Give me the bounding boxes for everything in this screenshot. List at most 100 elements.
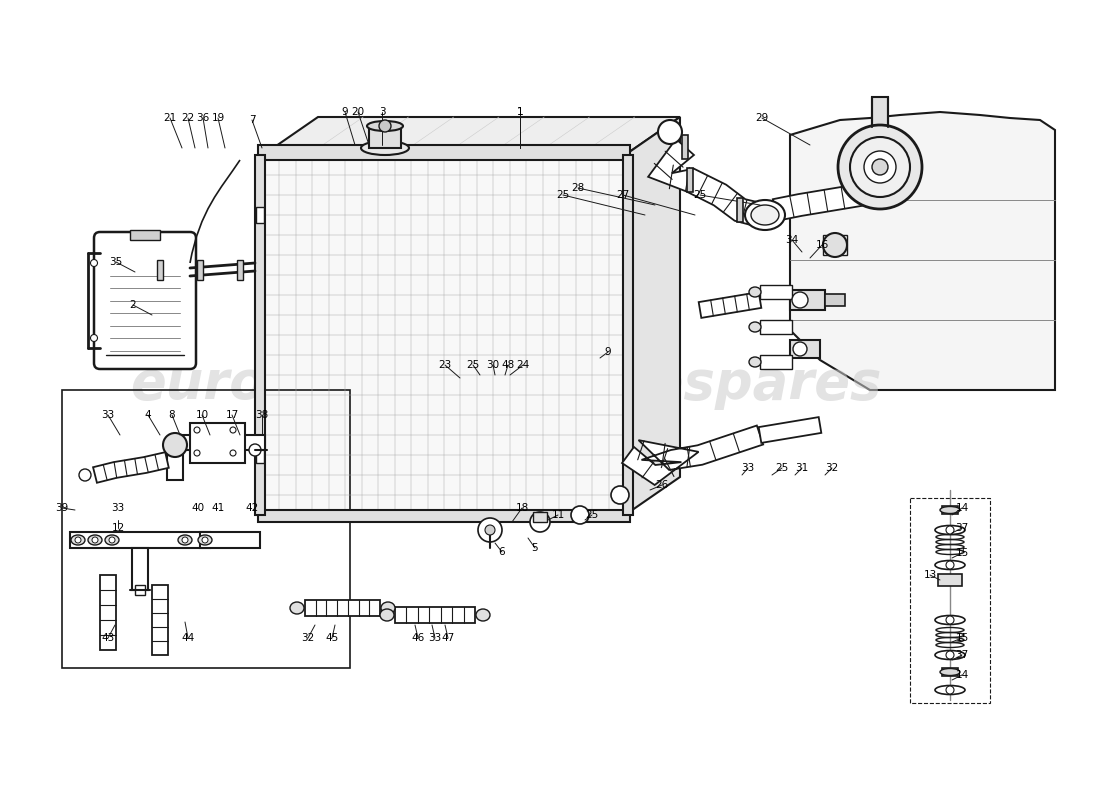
Circle shape bbox=[478, 518, 502, 542]
Text: 1: 1 bbox=[517, 107, 524, 117]
Text: 32: 32 bbox=[825, 463, 838, 473]
Bar bbox=[760, 320, 792, 334]
Text: 29: 29 bbox=[756, 113, 769, 123]
Ellipse shape bbox=[935, 615, 965, 625]
Bar bbox=[938, 574, 962, 586]
Polygon shape bbox=[395, 607, 475, 623]
Bar bbox=[368, 126, 402, 148]
Ellipse shape bbox=[178, 535, 192, 545]
Ellipse shape bbox=[198, 535, 212, 545]
Ellipse shape bbox=[940, 506, 960, 514]
Ellipse shape bbox=[749, 287, 761, 297]
Ellipse shape bbox=[935, 650, 965, 659]
Text: 28: 28 bbox=[571, 183, 584, 193]
Circle shape bbox=[571, 506, 588, 524]
Ellipse shape bbox=[367, 121, 403, 131]
Bar bbox=[942, 668, 958, 676]
Polygon shape bbox=[625, 117, 680, 515]
Text: 24: 24 bbox=[516, 360, 529, 370]
Circle shape bbox=[79, 469, 91, 481]
Bar bbox=[258, 145, 630, 160]
Text: 19: 19 bbox=[211, 113, 224, 123]
Text: 9: 9 bbox=[342, 107, 349, 117]
Circle shape bbox=[379, 120, 390, 132]
Circle shape bbox=[194, 450, 200, 456]
FancyBboxPatch shape bbox=[94, 232, 196, 369]
Circle shape bbox=[75, 537, 81, 543]
Bar bbox=[760, 285, 792, 299]
Circle shape bbox=[194, 427, 200, 433]
Circle shape bbox=[872, 159, 888, 175]
Text: 23: 23 bbox=[439, 360, 452, 370]
Ellipse shape bbox=[935, 526, 965, 534]
Text: 8: 8 bbox=[168, 410, 175, 420]
Polygon shape bbox=[167, 440, 183, 480]
Bar bbox=[688, 168, 693, 192]
Ellipse shape bbox=[749, 322, 761, 332]
Bar bbox=[130, 230, 159, 240]
Polygon shape bbox=[790, 112, 1055, 390]
Bar bbox=[872, 97, 888, 127]
Circle shape bbox=[838, 125, 922, 209]
Text: 16: 16 bbox=[815, 240, 828, 250]
Ellipse shape bbox=[104, 535, 119, 545]
Circle shape bbox=[163, 433, 187, 457]
Bar bbox=[197, 260, 204, 280]
Circle shape bbox=[946, 616, 954, 624]
Circle shape bbox=[946, 561, 954, 569]
Circle shape bbox=[946, 526, 954, 534]
Circle shape bbox=[823, 233, 847, 257]
Text: 43: 43 bbox=[101, 633, 114, 643]
Text: 5: 5 bbox=[531, 543, 538, 553]
Text: 45: 45 bbox=[326, 633, 339, 643]
Text: 14: 14 bbox=[956, 503, 969, 513]
Text: 34: 34 bbox=[785, 235, 799, 245]
Text: 41: 41 bbox=[211, 503, 224, 513]
Bar bbox=[534, 512, 547, 522]
Text: 10: 10 bbox=[196, 410, 209, 420]
Polygon shape bbox=[698, 292, 761, 318]
Text: 37: 37 bbox=[956, 650, 969, 660]
Polygon shape bbox=[100, 575, 116, 650]
Text: 26: 26 bbox=[656, 480, 669, 490]
Bar bbox=[256, 207, 264, 223]
Text: 31: 31 bbox=[795, 463, 808, 473]
Bar bbox=[910, 498, 990, 703]
Circle shape bbox=[202, 537, 208, 543]
Polygon shape bbox=[263, 117, 680, 155]
Text: 33: 33 bbox=[111, 503, 124, 513]
Text: 25: 25 bbox=[466, 360, 480, 370]
Ellipse shape bbox=[749, 357, 761, 367]
Bar bbox=[256, 447, 264, 463]
Circle shape bbox=[610, 486, 629, 504]
Text: 38: 38 bbox=[255, 410, 268, 420]
Polygon shape bbox=[152, 585, 168, 655]
Bar bbox=[737, 198, 742, 222]
Text: 7: 7 bbox=[249, 115, 255, 125]
Polygon shape bbox=[648, 139, 763, 226]
Bar bbox=[790, 290, 825, 310]
Bar bbox=[823, 235, 847, 255]
Polygon shape bbox=[132, 548, 148, 590]
Polygon shape bbox=[773, 184, 861, 221]
Text: 15: 15 bbox=[956, 633, 969, 643]
Circle shape bbox=[230, 450, 236, 456]
Circle shape bbox=[946, 651, 954, 659]
Bar bbox=[62, 390, 350, 668]
Polygon shape bbox=[759, 417, 822, 443]
Bar bbox=[255, 155, 265, 515]
Text: eurospares: eurospares bbox=[130, 358, 464, 410]
Bar bbox=[790, 340, 820, 358]
Text: 48: 48 bbox=[502, 360, 515, 370]
Ellipse shape bbox=[88, 535, 102, 545]
Text: 25: 25 bbox=[776, 463, 789, 473]
Polygon shape bbox=[70, 532, 210, 548]
Circle shape bbox=[530, 512, 550, 532]
Text: 25: 25 bbox=[557, 190, 570, 200]
Text: 33: 33 bbox=[101, 410, 114, 420]
Text: 30: 30 bbox=[486, 360, 499, 370]
Ellipse shape bbox=[290, 602, 304, 614]
Text: 9: 9 bbox=[605, 347, 612, 357]
Text: 20: 20 bbox=[351, 107, 364, 117]
Text: 39: 39 bbox=[55, 503, 68, 513]
